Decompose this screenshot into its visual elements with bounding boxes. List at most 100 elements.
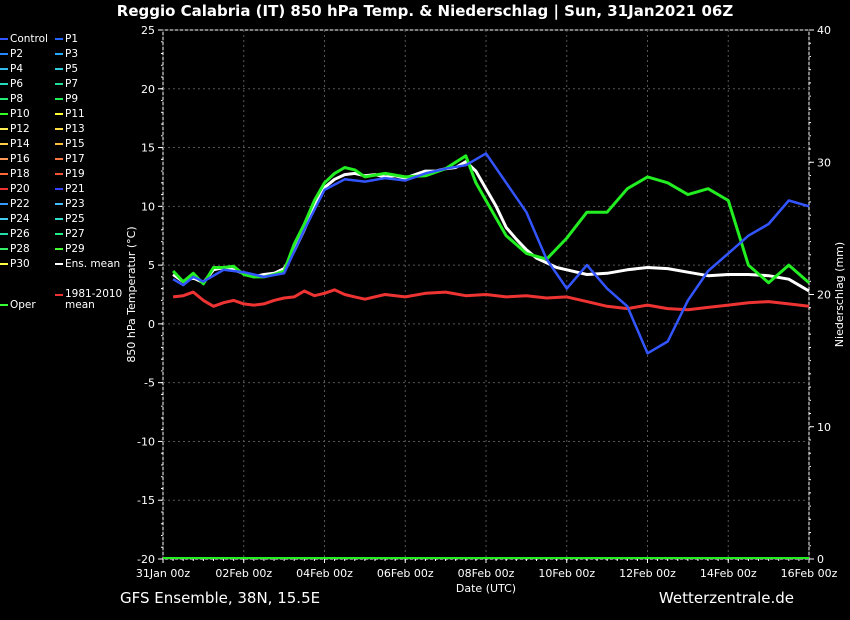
legend-item: P15 bbox=[55, 138, 85, 151]
legend-swatch bbox=[55, 248, 63, 250]
legend-label: P19 bbox=[65, 168, 85, 180]
legend-label: P7 bbox=[65, 78, 79, 90]
legend-label: P23 bbox=[65, 198, 85, 210]
legend-swatch bbox=[55, 203, 63, 205]
legend-label: P20 bbox=[10, 183, 30, 195]
source-label: GFS Ensemble, 38N, 15.5E bbox=[120, 589, 321, 607]
legend-label: P5 bbox=[65, 63, 79, 75]
legend-item: P1 bbox=[55, 33, 78, 46]
legend-swatch bbox=[0, 304, 8, 306]
legend-swatch bbox=[0, 158, 8, 160]
x-tick-label: 04Feb 00z bbox=[296, 567, 353, 580]
legend-swatch bbox=[0, 143, 8, 145]
y-tick-label: 20 bbox=[141, 83, 155, 96]
legend-label: 1981-2010 mean bbox=[65, 288, 123, 311]
legend-label: P15 bbox=[65, 138, 85, 150]
y-tick-label: 25 bbox=[141, 24, 155, 37]
y-tick-label: -20 bbox=[137, 553, 155, 566]
legend-swatch bbox=[55, 294, 63, 296]
legend-item: P16 bbox=[0, 153, 30, 166]
y-tick-label: -15 bbox=[137, 494, 155, 507]
legend-swatch bbox=[55, 113, 63, 115]
x-tick-label: 12Feb 00z bbox=[619, 567, 676, 580]
legend-swatch bbox=[55, 158, 63, 160]
legend-item: P3 bbox=[55, 48, 78, 61]
legend-label: P14 bbox=[10, 138, 30, 150]
y-tick-label: 15 bbox=[141, 142, 155, 155]
legend-swatch bbox=[0, 113, 8, 115]
legend-label: P4 bbox=[10, 63, 24, 75]
legend-item: Ens. mean bbox=[55, 258, 120, 271]
legend-item: P21 bbox=[55, 183, 85, 196]
x-tick-label: 06Feb 00z bbox=[377, 567, 434, 580]
y-axis-label: 850 hPa Temperatur (°C) bbox=[125, 226, 138, 362]
legend-swatch bbox=[55, 98, 63, 100]
legend-label: P2 bbox=[10, 48, 24, 60]
legend-swatch bbox=[55, 128, 63, 130]
legend-swatch bbox=[0, 218, 8, 220]
legend-swatch bbox=[0, 173, 8, 175]
legend-swatch bbox=[0, 98, 8, 100]
legend-swatch bbox=[0, 38, 8, 40]
legend-label: P28 bbox=[10, 243, 30, 255]
legend-label: P18 bbox=[10, 168, 30, 180]
legend-swatch bbox=[55, 188, 63, 190]
legend-item: P27 bbox=[55, 228, 85, 241]
legend-item: Control bbox=[0, 33, 48, 46]
legend-label: P1 bbox=[65, 33, 79, 45]
legend-swatch bbox=[55, 233, 63, 235]
legend-swatch bbox=[0, 203, 8, 205]
y2-tick-label: 20 bbox=[817, 289, 831, 302]
legend-swatch bbox=[0, 233, 8, 235]
legend-item: P2 bbox=[0, 48, 23, 61]
series-line-control bbox=[172, 152, 810, 355]
legend-swatch bbox=[0, 263, 8, 265]
legend-item: P22 bbox=[0, 198, 30, 211]
legend-swatch bbox=[55, 83, 63, 85]
y-tick-label: 10 bbox=[141, 200, 155, 213]
legend-item: P7 bbox=[55, 78, 78, 91]
legend-label: P11 bbox=[65, 108, 85, 120]
y2-tick-label: 0 bbox=[817, 553, 824, 566]
legend-item: P17 bbox=[55, 153, 85, 166]
legend-swatch bbox=[55, 68, 63, 70]
chart-title: Reggio Calabria (IT) 850 hPa Temp. & Nie… bbox=[116, 2, 734, 20]
legend-swatch bbox=[0, 68, 8, 70]
legend-label: Oper bbox=[10, 299, 36, 311]
legend-item: P9 bbox=[55, 93, 78, 106]
legend-item: 1981-2010 mean bbox=[55, 289, 135, 311]
legend-item: P11 bbox=[55, 108, 85, 121]
legend-label: P29 bbox=[65, 243, 85, 255]
y-tick-label: 5 bbox=[148, 259, 155, 272]
legend-label: P27 bbox=[65, 228, 85, 240]
legend-item: P10 bbox=[0, 108, 30, 121]
legend-item: P25 bbox=[55, 213, 85, 226]
legend-item: P18 bbox=[0, 168, 30, 181]
legend-item: P12 bbox=[0, 123, 30, 136]
legend-item: P29 bbox=[55, 243, 85, 256]
legend-label: P17 bbox=[65, 153, 85, 165]
legend-swatch bbox=[0, 53, 8, 55]
y-tick-label: -5 bbox=[144, 377, 155, 390]
legend-label: P9 bbox=[65, 93, 79, 105]
legend-label: P21 bbox=[65, 183, 85, 195]
y2-tick-label: 10 bbox=[817, 421, 831, 434]
legend-swatch bbox=[0, 248, 8, 250]
legend-label: P12 bbox=[10, 123, 30, 135]
legend-item: P28 bbox=[0, 243, 30, 256]
site-label: Wetterzentrale.de bbox=[658, 589, 794, 607]
legend-label: P13 bbox=[65, 123, 85, 135]
legend-swatch bbox=[55, 263, 63, 265]
x-tick-label: 14Feb 00z bbox=[700, 567, 757, 580]
y2-axis-label: Niederschlag (mm) bbox=[833, 242, 846, 347]
legend-item: P6 bbox=[0, 78, 23, 91]
legend-label: Control bbox=[10, 33, 48, 45]
legend-label: P10 bbox=[10, 108, 30, 120]
legend-item: P5 bbox=[55, 63, 78, 76]
legend-label: P25 bbox=[65, 213, 85, 225]
legend-swatch bbox=[55, 173, 63, 175]
legend-item: P8 bbox=[0, 93, 23, 106]
legend-label: P24 bbox=[10, 213, 30, 225]
x-tick-label: 08Feb 00z bbox=[458, 567, 515, 580]
